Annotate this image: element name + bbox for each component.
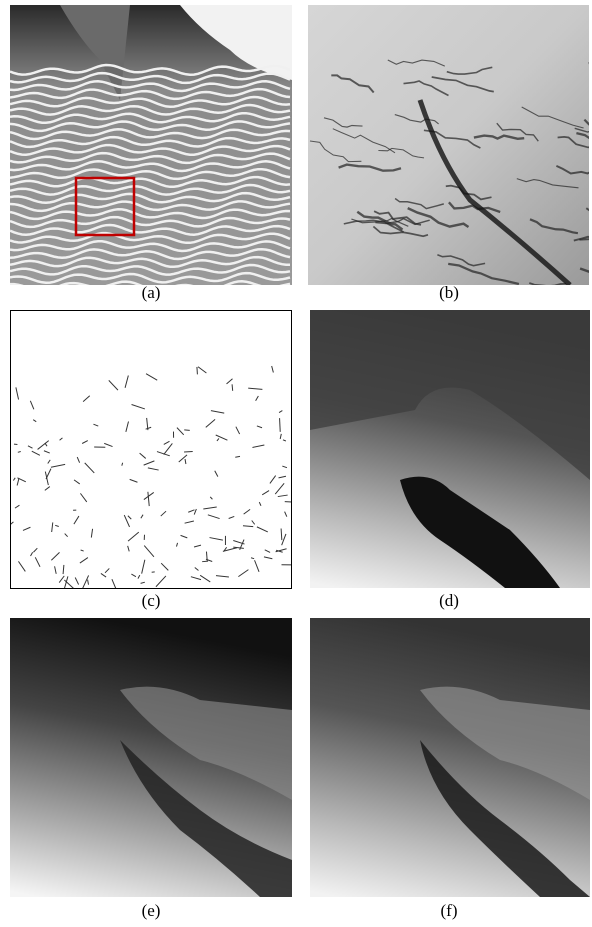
- panel-caption: (d): [439, 591, 459, 610]
- panel-d-image: [310, 310, 590, 588]
- texture-stroke: [589, 60, 592, 65]
- texture-stroke: [280, 418, 281, 432]
- panel-caption: (a): [142, 283, 161, 302]
- texture-stroke: [232, 384, 233, 390]
- panel-caption: (b): [439, 283, 459, 302]
- figure: (a) (b) (c) (d) (e) (f): [0, 0, 592, 927]
- panel-a-image: [10, 5, 292, 299]
- panel-caption: (e): [142, 901, 161, 920]
- image-background: [10, 310, 292, 589]
- image-background: [308, 5, 589, 285]
- panel-e-image: [10, 618, 292, 897]
- panel-b-image: [308, 5, 592, 286]
- panel-caption: (f): [441, 901, 458, 920]
- panel-c-image: [5, 310, 298, 590]
- panel-f-image: [310, 618, 590, 897]
- texture-stroke: [202, 561, 208, 562]
- panel-caption: (c): [142, 591, 161, 610]
